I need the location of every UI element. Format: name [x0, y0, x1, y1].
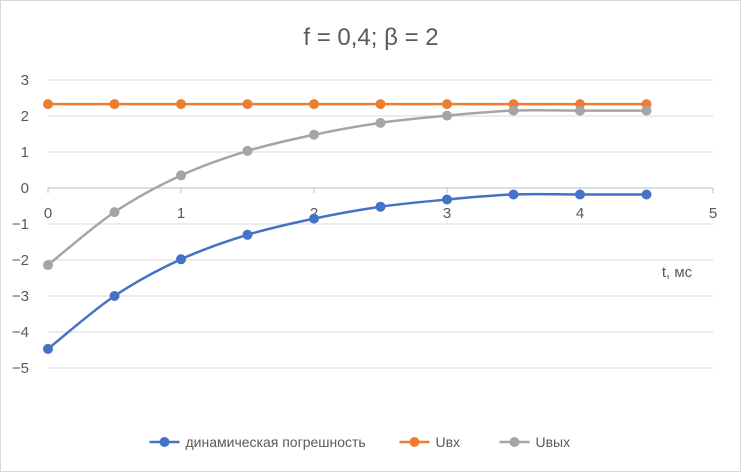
x-tick-label: 5 — [709, 205, 717, 222]
legend-swatch-marker — [409, 437, 420, 447]
series-1 — [43, 189, 652, 354]
legend-label: динамическая погрешность — [186, 434, 366, 450]
y-tick-label: −5 — [12, 360, 29, 377]
data-point — [176, 170, 186, 181]
data-point — [43, 260, 53, 271]
data-point — [176, 254, 186, 265]
data-point — [442, 110, 452, 121]
series-layer — [43, 99, 652, 354]
data-point — [109, 99, 120, 110]
data-point — [176, 99, 186, 110]
x-tick-label: 4 — [576, 205, 584, 222]
data-point — [309, 99, 319, 110]
data-point — [508, 105, 519, 116]
gridlines — [48, 79, 713, 369]
legend: динамическая погрешность Uвх Uвых — [149, 434, 571, 450]
legend-swatch-marker — [159, 437, 170, 447]
legend-item: Uвх — [399, 434, 461, 450]
data-point — [43, 99, 53, 110]
data-point — [242, 99, 253, 110]
data-point — [508, 189, 519, 200]
y-tick-label: 1 — [21, 144, 29, 161]
legend-swatch-marker — [509, 437, 520, 447]
y-tick-label: −2 — [12, 252, 29, 269]
series-line — [46, 192, 648, 351]
data-point — [242, 229, 253, 240]
data-point — [575, 105, 585, 116]
data-point — [309, 129, 319, 140]
data-point — [309, 213, 319, 224]
y-tick-label: −1 — [12, 216, 29, 233]
data-point — [43, 343, 53, 354]
x-tick-label: 1 — [177, 205, 185, 222]
series-2 — [43, 99, 652, 110]
data-point — [109, 291, 120, 301]
data-point — [375, 201, 386, 212]
legend-item: динамическая погрешность — [149, 434, 366, 450]
chart-title: f = 0,4; β = 2 — [303, 24, 438, 51]
legend-item: Uвых — [499, 434, 571, 450]
legend-label: Uвх — [436, 434, 461, 450]
x-axis-title: t, мс — [662, 264, 693, 281]
data-point — [242, 145, 253, 156]
data-point — [375, 117, 386, 128]
x-tick-label: 2 — [310, 205, 318, 222]
data-point — [575, 189, 585, 200]
y-tick-label: 3 — [21, 72, 29, 89]
axes: 3 2 1 0 −1 −2 −3 −4 −5 0 1 2 3 4 5 — [12, 72, 717, 377]
y-tick-label: −3 — [12, 288, 29, 305]
y-tick-label: −4 — [12, 324, 29, 341]
data-point — [442, 194, 452, 205]
x-tick-label: 0 — [44, 205, 52, 222]
data-point — [375, 99, 386, 110]
data-point — [109, 207, 120, 218]
x-tick-label: 3 — [443, 205, 451, 222]
legend-label: Uвых — [536, 434, 571, 450]
series-3 — [43, 105, 652, 271]
series-line — [46, 108, 648, 267]
data-point — [641, 189, 652, 200]
data-point — [442, 99, 452, 110]
y-tick-label: 0 — [21, 180, 29, 197]
data-point — [641, 105, 652, 116]
y-tick-label: 2 — [21, 108, 29, 125]
